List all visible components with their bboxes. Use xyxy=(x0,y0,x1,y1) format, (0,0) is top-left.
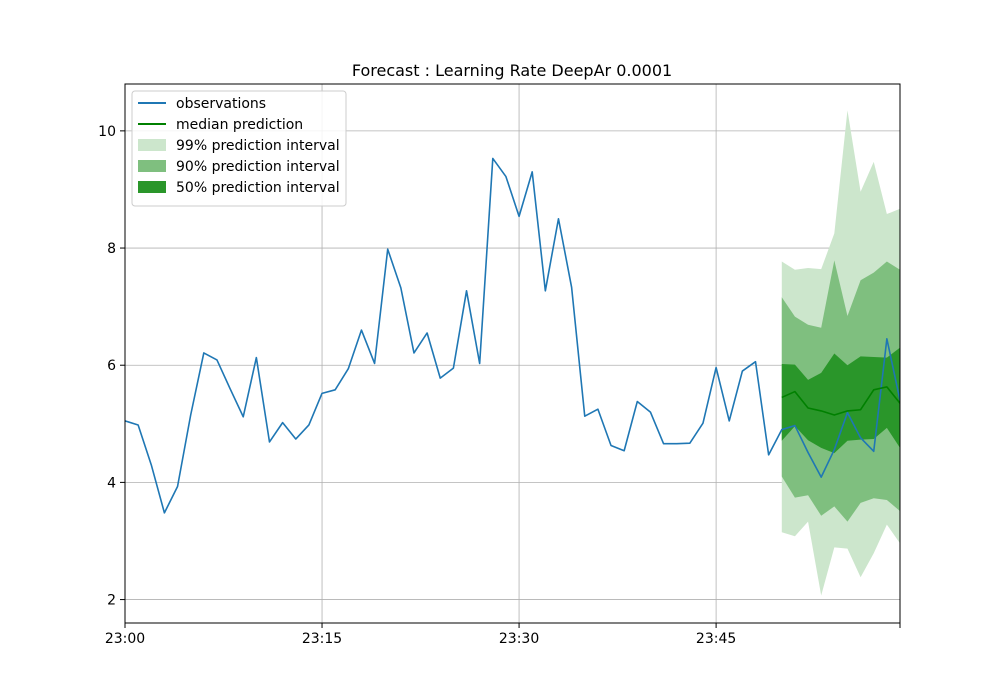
x-tick-label-1: 23:15 xyxy=(302,631,342,647)
legend-swatch-pi99 xyxy=(138,139,166,151)
chart-title: Forecast : Learning Rate DeepAr 0.0001 xyxy=(352,61,672,80)
observations-line xyxy=(125,157,900,514)
plot-data xyxy=(125,110,900,596)
y-tick-label-4: 10 xyxy=(98,124,116,140)
legend-swatch-pi50 xyxy=(138,181,166,193)
legend-label-pi90: 90% prediction interval xyxy=(176,159,340,175)
y-tick-label-1: 4 xyxy=(107,475,116,491)
interval-50-band xyxy=(781,347,900,454)
x-tick-label-0: 23:00 xyxy=(105,631,145,647)
legend-box xyxy=(131,90,347,207)
legend-label-pi50: 50% prediction interval xyxy=(176,180,340,196)
y-tick-label-2: 6 xyxy=(107,358,116,374)
legend-label-median: median prediction xyxy=(176,117,303,133)
plot-frame xyxy=(124,83,901,624)
legend-label-observations: observations xyxy=(176,96,266,112)
median-prediction-line xyxy=(781,386,900,416)
legend: observations median prediction 99% predict… xyxy=(131,90,347,207)
legend-swatch-pi90 xyxy=(138,160,166,172)
legend-label-pi99: 99% prediction interval xyxy=(176,138,340,154)
y-tick-label-3: 8 xyxy=(107,241,116,257)
x-tick-label-2: 23:30 xyxy=(499,631,539,647)
y-tick-label-0: 2 xyxy=(107,593,116,609)
plot-area: 23:00 23:15 23:30 23:45 2 4 6 8 10 xyxy=(98,83,901,647)
x-tick-label-3: 23:45 xyxy=(696,631,736,647)
